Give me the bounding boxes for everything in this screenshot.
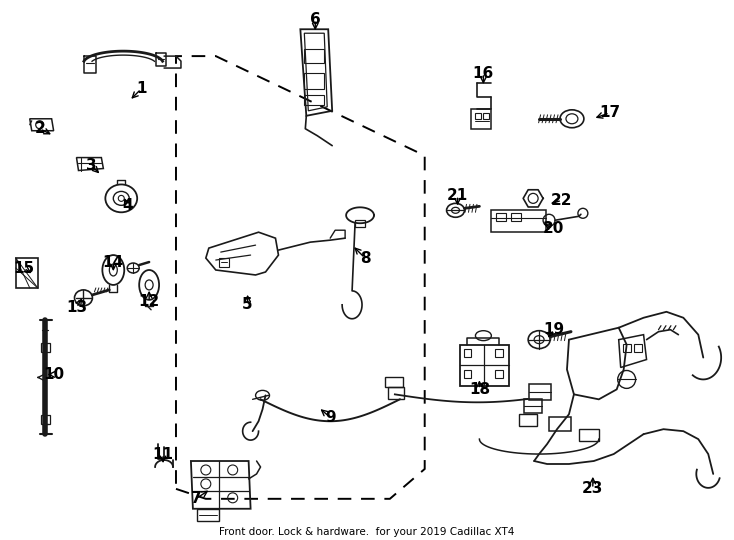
- Bar: [549, 417, 571, 431]
- Text: 19: 19: [543, 322, 564, 337]
- Bar: [484, 113, 490, 119]
- Text: 1: 1: [136, 82, 146, 97]
- Bar: [491, 210, 546, 232]
- Bar: [385, 377, 403, 387]
- Bar: [524, 400, 542, 413]
- Text: 22: 22: [551, 193, 573, 208]
- Text: 12: 12: [139, 294, 160, 309]
- Text: 18: 18: [469, 382, 490, 397]
- Text: 8: 8: [360, 251, 371, 266]
- Bar: [495, 349, 504, 356]
- Bar: [512, 213, 521, 221]
- Bar: [459, 345, 509, 387]
- Text: 10: 10: [43, 367, 64, 382]
- Bar: [355, 220, 365, 227]
- Bar: [496, 213, 506, 221]
- Text: 14: 14: [103, 254, 124, 269]
- Text: 17: 17: [599, 105, 620, 120]
- Text: 15: 15: [13, 260, 34, 275]
- Bar: [463, 370, 471, 379]
- Bar: [476, 113, 482, 119]
- Bar: [40, 415, 50, 424]
- Bar: [388, 387, 404, 400]
- Text: 23: 23: [582, 481, 603, 496]
- Bar: [633, 343, 642, 352]
- Text: 3: 3: [86, 158, 97, 173]
- Text: 16: 16: [473, 65, 494, 80]
- Text: 6: 6: [310, 12, 321, 27]
- Bar: [519, 414, 537, 426]
- Text: Front door. Lock & hardware.  for your 2019 Cadillac XT4: Front door. Lock & hardware. for your 20…: [219, 527, 515, 537]
- Bar: [305, 73, 324, 89]
- Text: 4: 4: [122, 198, 133, 213]
- Bar: [529, 384, 551, 400]
- Text: 2: 2: [34, 122, 45, 136]
- Text: 7: 7: [191, 491, 201, 507]
- Text: 5: 5: [242, 298, 253, 312]
- Bar: [16, 258, 37, 288]
- Bar: [219, 258, 229, 267]
- Text: 21: 21: [447, 188, 468, 203]
- Bar: [579, 429, 599, 441]
- Text: 11: 11: [153, 447, 173, 462]
- Bar: [40, 342, 50, 352]
- Bar: [463, 349, 471, 356]
- Text: 20: 20: [542, 221, 564, 236]
- Text: 9: 9: [325, 410, 335, 425]
- Bar: [495, 370, 504, 379]
- Bar: [622, 343, 631, 352]
- Bar: [305, 95, 324, 105]
- Text: 13: 13: [66, 300, 87, 315]
- Bar: [305, 49, 324, 63]
